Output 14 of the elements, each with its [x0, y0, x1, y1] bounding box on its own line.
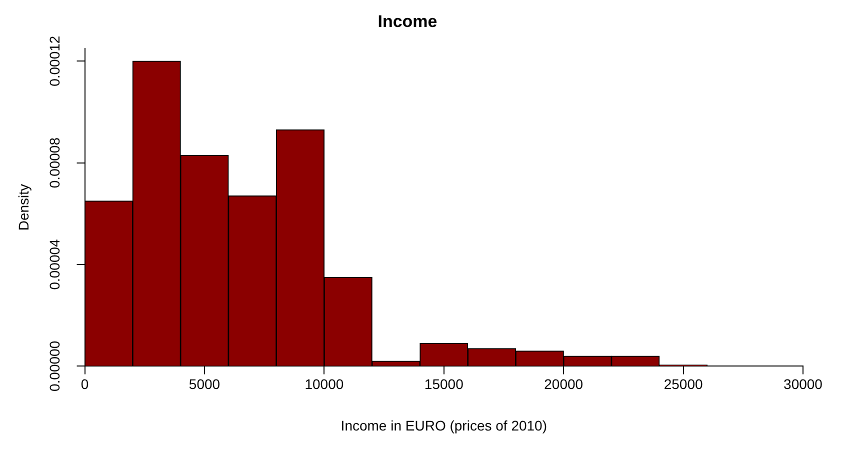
x-tick-label: 20000 [544, 376, 584, 392]
x-axis-title: Income in EURO (prices of 2010) [340, 417, 547, 434]
x-tick-label: 25000 [664, 376, 703, 392]
x-tick-label: 15000 [424, 376, 464, 392]
y-axis-title: Density [15, 184, 32, 231]
chart-title: Income [378, 12, 438, 31]
y-tick-label: 0.00012 [46, 36, 63, 86]
x-tick-label: 5000 [188, 376, 220, 392]
y-tick-label: 0.00000 [46, 340, 63, 392]
x-tick-label: 10000 [304, 376, 344, 392]
y-tick-label: 0.00004 [46, 238, 63, 290]
y-tick-label: 0.00008 [46, 137, 63, 188]
x-tick-label: 0 [80, 376, 89, 392]
x-tick-label: 30000 [784, 376, 823, 392]
